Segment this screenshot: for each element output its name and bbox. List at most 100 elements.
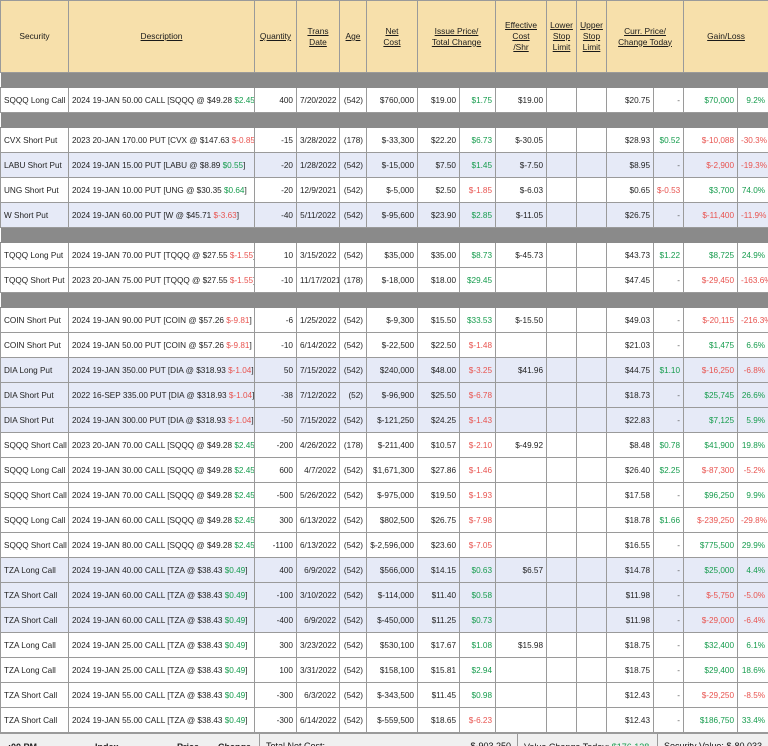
col-header-trans-date[interactable]: Trans Date: [296, 0, 340, 73]
table-row[interactable]: COIN Short Put 2024 19-JAN 90.00 PUT [COI…: [0, 307, 768, 333]
col-header-gain-loss[interactable]: Gain/Loss: [683, 0, 768, 73]
cell-lower-stop-limit[interactable]: [546, 152, 578, 178]
cell-security[interactable]: TZA Short Call: [0, 682, 69, 708]
cell-description[interactable]: 2024 19-JAN 70.00 PUT [TQQQ @ $27.55 $-1…: [68, 242, 255, 268]
cell-description[interactable]: 2024 19-JAN 350.00 PUT [DIA @ $318.93 $-…: [68, 357, 255, 383]
cell-upper-stop-limit[interactable]: [576, 707, 608, 733]
cell-lower-stop-limit[interactable]: [546, 177, 578, 203]
cell-upper-stop-limit[interactable]: [576, 357, 608, 383]
col-header-quantity[interactable]: Quantity: [254, 0, 297, 73]
col-header-upper-stop-limit[interactable]: Upper Stop Limit: [576, 0, 608, 73]
col-header-curr-price[interactable]: Curr. Price/Change Today: [606, 0, 685, 73]
cell-security[interactable]: SQQQ Long Call: [0, 507, 69, 533]
table-row[interactable]: DIA Long Put 2024 19-JAN 350.00 PUT [DIA …: [0, 357, 768, 383]
cell-lower-stop-limit[interactable]: [546, 657, 578, 683]
cell-lower-stop-limit[interactable]: [546, 607, 578, 633]
cell-description[interactable]: 2023 20-JAN 170.00 PUT [CVX @ $147.63 $-…: [68, 127, 255, 153]
cell-lower-stop-limit[interactable]: [546, 382, 578, 408]
col-header-age[interactable]: Age: [339, 0, 367, 73]
cell-upper-stop-limit[interactable]: [576, 682, 608, 708]
cell-lower-stop-limit[interactable]: [546, 127, 578, 153]
table-row[interactable]: W Short Put 2024 19-JAN 60.00 PUT [W @ $4…: [0, 202, 768, 228]
cell-upper-stop-limit[interactable]: [576, 177, 608, 203]
cell-upper-stop-limit[interactable]: [576, 457, 608, 483]
cell-security[interactable]: TZA Long Call: [0, 557, 69, 583]
cell-security[interactable]: SQQQ Short Call: [0, 432, 69, 458]
cell-lower-stop-limit[interactable]: [546, 632, 578, 658]
cell-lower-stop-limit[interactable]: [546, 407, 578, 433]
cell-upper-stop-limit[interactable]: [576, 152, 608, 178]
table-row[interactable]: TZA Short Call 2024 19-JAN 55.00 CALL [TZ…: [0, 682, 768, 708]
cell-lower-stop-limit[interactable]: [546, 532, 578, 558]
table-row[interactable]: SQQQ Long Call 2024 19-JAN 30.00 CALL [SQ…: [0, 457, 768, 483]
cell-description[interactable]: 2024 19-JAN 50.00 PUT [COIN @ $57.26 $-9…: [68, 332, 255, 358]
cell-security[interactable]: TQQQ Short Put: [0, 267, 69, 293]
cell-lower-stop-limit[interactable]: [546, 87, 578, 113]
cell-upper-stop-limit[interactable]: [576, 432, 608, 458]
cell-security[interactable]: UNG Short Put: [0, 177, 69, 203]
table-row[interactable]: TZA Long Call 2024 19-JAN 25.00 CALL [TZA…: [0, 632, 768, 658]
cell-security[interactable]: TZA Short Call: [0, 707, 69, 733]
cell-lower-stop-limit[interactable]: [546, 457, 578, 483]
cell-description[interactable]: 2024 19-JAN 15.00 PUT [LABU @ $8.89 $0.5…: [68, 152, 255, 178]
cell-description[interactable]: 2024 19-JAN 55.00 CALL [TZA @ $38.43 $0.…: [68, 682, 255, 708]
col-header-security[interactable]: Security: [0, 0, 69, 73]
table-row[interactable]: SQQQ Long Call 2024 19-JAN 60.00 CALL [SQ…: [0, 507, 768, 533]
cell-upper-stop-limit[interactable]: [576, 407, 608, 433]
cell-upper-stop-limit[interactable]: [576, 202, 608, 228]
cell-description[interactable]: 2023 20-JAN 75.00 PUT [TQQQ @ $27.55 $-1…: [68, 267, 255, 293]
cell-description[interactable]: 2024 19-JAN 70.00 CALL [SQQQ @ $49.28 $2…: [68, 482, 255, 508]
cell-upper-stop-limit[interactable]: [576, 607, 608, 633]
cell-upper-stop-limit[interactable]: [576, 532, 608, 558]
cell-upper-stop-limit[interactable]: [576, 307, 608, 333]
table-row[interactable]: DIA Short Put 2022 16-SEP 335.00 PUT [DIA…: [0, 382, 768, 408]
table-row[interactable]: SQQQ Short Call 2023 20-JAN 70.00 CALL [S…: [0, 432, 768, 458]
cell-upper-stop-limit[interactable]: [576, 557, 608, 583]
col-header-description[interactable]: Description: [68, 0, 255, 73]
table-row[interactable]: LABU Short Put 2024 19-JAN 15.00 PUT [LAB…: [0, 152, 768, 178]
cell-lower-stop-limit[interactable]: [546, 707, 578, 733]
cell-security[interactable]: TZA Short Call: [0, 582, 69, 608]
table-row[interactable]: TZA Short Call 2024 19-JAN 60.00 CALL [TZ…: [0, 607, 768, 633]
cell-lower-stop-limit[interactable]: [546, 357, 578, 383]
table-row[interactable]: DIA Short Put 2024 19-JAN 300.00 PUT [DIA…: [0, 407, 768, 433]
cell-security[interactable]: DIA Long Put: [0, 357, 69, 383]
table-row[interactable]: TZA Short Call 2024 19-JAN 60.00 CALL [TZ…: [0, 582, 768, 608]
cell-upper-stop-limit[interactable]: [576, 482, 608, 508]
cell-upper-stop-limit[interactable]: [576, 657, 608, 683]
cell-lower-stop-limit[interactable]: [546, 507, 578, 533]
cell-security[interactable]: TQQQ Long Put: [0, 242, 69, 268]
table-row[interactable]: UNG Short Put 2024 19-JAN 10.00 PUT [UNG …: [0, 177, 768, 203]
cell-lower-stop-limit[interactable]: [546, 432, 578, 458]
table-row[interactable]: TQQQ Long Put 2024 19-JAN 70.00 PUT [TQQQ…: [0, 242, 768, 268]
cell-lower-stop-limit[interactable]: [546, 242, 578, 268]
col-header-lower-stop-limit[interactable]: Lower Stop Limit: [546, 0, 578, 73]
cell-lower-stop-limit[interactable]: [546, 557, 578, 583]
cell-description[interactable]: 2024 19-JAN 300.00 PUT [DIA @ $318.93 $-…: [68, 407, 255, 433]
cell-description[interactable]: 2024 19-JAN 10.00 PUT [UNG @ $30.35 $0.6…: [68, 177, 255, 203]
cell-lower-stop-limit[interactable]: [546, 307, 578, 333]
cell-description[interactable]: 2024 19-JAN 25.00 CALL [TZA @ $38.43 $0.…: [68, 657, 255, 683]
cell-security[interactable]: SQQQ Short Call: [0, 532, 69, 558]
cell-lower-stop-limit[interactable]: [546, 267, 578, 293]
cell-description[interactable]: 2022 16-SEP 335.00 PUT [DIA @ $318.93 $-…: [68, 382, 255, 408]
cell-description[interactable]: 2024 19-JAN 80.00 CALL [SQQQ @ $49.28 $2…: [68, 532, 255, 558]
cell-upper-stop-limit[interactable]: [576, 382, 608, 408]
cell-security[interactable]: W Short Put: [0, 202, 69, 228]
cell-upper-stop-limit[interactable]: [576, 242, 608, 268]
cell-upper-stop-limit[interactable]: [576, 632, 608, 658]
col-header-net-cost[interactable]: Net Cost: [366, 0, 418, 73]
table-row[interactable]: SQQQ Short Call 2024 19-JAN 80.00 CALL [S…: [0, 532, 768, 558]
cell-security[interactable]: COIN Short Put: [0, 332, 69, 358]
col-header-effective-cost[interactable]: Effective Cost/Shr: [495, 0, 548, 73]
cell-description[interactable]: 2024 19-JAN 55.00 CALL [TZA @ $38.43 $0.…: [68, 707, 255, 733]
cell-lower-stop-limit[interactable]: [546, 582, 578, 608]
cell-security[interactable]: SQQQ Long Call: [0, 87, 69, 113]
table-row[interactable]: TZA Short Call 2024 19-JAN 55.00 CALL [TZ…: [0, 707, 768, 733]
table-row[interactable]: TZA Long Call 2024 19-JAN 25.00 CALL [TZA…: [0, 657, 768, 683]
table-row[interactable]: SQQQ Short Call 2024 19-JAN 70.00 CALL [S…: [0, 482, 768, 508]
cell-lower-stop-limit[interactable]: [546, 482, 578, 508]
cell-security[interactable]: SQQQ Long Call: [0, 457, 69, 483]
table-row[interactable]: TZA Long Call 2024 19-JAN 40.00 CALL [TZA…: [0, 557, 768, 583]
cell-lower-stop-limit[interactable]: [546, 202, 578, 228]
